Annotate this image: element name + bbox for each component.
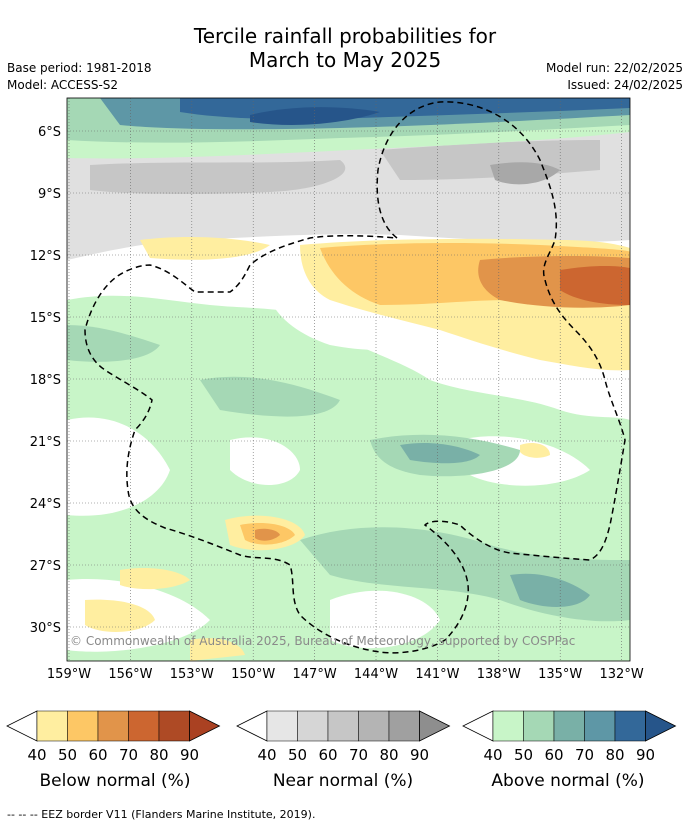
colorbar-1: 40 50 60 70 80 90 [236,710,451,764]
above-90-north [250,107,380,125]
lat-tick-label: 18°S [30,373,61,388]
colorbar-right-arrow [645,710,677,742]
colorbar-tick-label: 60 [318,746,337,764]
colorbar-segment [67,710,99,742]
colorbar-tick-label: 40 [483,746,502,764]
lon-tick-label: 132°W [600,667,644,682]
below-normal-label: Below normal (%) [39,771,191,791]
meta-left: Base period: 1981-2018 Model: ACCESS-S2 [7,60,152,94]
lat-tick-label: 12°S [30,249,61,264]
colorbar-tick-label: 70 [349,746,368,764]
near-normal-label: Near normal (%) [272,771,414,791]
colorbar-0: 40 50 60 70 80 90 [6,710,221,764]
lat-tick-label: 21°S [30,435,61,450]
white-patch-3 [330,590,440,649]
base-period: Base period: 1981-2018 [7,61,152,75]
colorbar-segment [297,710,329,742]
colorbar-segment [266,710,298,742]
colorbar-segment [614,710,646,742]
colorbars: 40 50 60 70 80 90 40 50 60 70 80 90 40 50 60 70 80 90 [6,710,677,764]
lon-tick-label: 147°W [293,667,337,682]
lon-tick-label: 141°W [415,667,459,682]
colorbar-segment [158,710,190,742]
above-normal-label: Above normal (%) [491,771,645,791]
colorbar-segment [97,710,129,742]
lon-tick-label: 153°W [170,667,214,682]
colorbar-tick-label: 60 [88,746,107,764]
eez-footnote: -- -- -- EEZ border V11 (Flanders Marine… [7,808,316,821]
lon-tick-label: 150°W [231,667,275,682]
copyright-text: © Commonwealth of Australia 2025, Bureau… [70,634,575,648]
colorbar-right-arrow [189,710,221,742]
below-70 [560,265,630,305]
colorbar-segment [553,710,585,742]
colorbar-tick-label: 90 [410,746,429,764]
below-40-south4 [190,638,245,661]
colorbar-left-arrow [6,710,38,742]
colorbar-tick-label: 60 [544,746,563,764]
eez-border [84,101,626,654]
colorbar-segment [327,710,359,742]
colorbar-tick-label: 90 [180,746,199,764]
lon-tick-label: 138°W [477,667,521,682]
colorbar-tick-label: 70 [575,746,594,764]
lon-tick-label: 159°W [47,667,91,682]
white-patch-2 [230,437,300,485]
title-line-1: Tercile rainfall probabilities for [193,24,497,48]
latitude-labels: 6°S 9°S 12°S 15°S 18°S 21°S 24°S 27°S 30°S [30,125,61,636]
colorbar-tick-label: 40 [27,746,46,764]
below-40-west [140,237,270,260]
lon-tick-label: 135°W [538,667,582,682]
above-50-central [200,376,340,417]
lat-tick-label: 30°S [30,621,61,636]
chart-title: Tercile rainfall probabilities for March… [0,24,690,72]
lat-tick-label: 27°S [30,559,61,574]
colorbar-left-arrow [236,710,268,742]
colorbar-tick-label: 90 [636,746,655,764]
colorbar-segment [492,710,524,742]
colorbar-segment [36,710,68,742]
lat-tick-label: 6°S [38,125,61,140]
above-70-band [400,443,480,464]
colorbar-tick-label: 50 [288,746,307,764]
lat-tick-label: 24°S [30,497,61,512]
title-line-2: March to May 2025 [248,48,442,72]
longitude-labels: 159°W 156°W 153°W 150°W 147°W 144°W 141°W 138°W… [47,667,644,682]
colorbar-tick-label: 80 [149,746,168,764]
below-40-south3 [85,599,155,632]
meta-right: Model run: 22/02/2025 Issued: 24/02/2025 [546,60,683,94]
issued-date: Issued: 24/02/2025 [567,78,683,92]
above-70-south [510,573,590,607]
near-50-patches [90,160,346,195]
colorbar-2: 40 50 60 70 80 90 [462,710,677,764]
below-70-south1 [255,528,280,541]
colorbar-tick-label: 80 [605,746,624,764]
colorbar-segment [358,710,390,742]
colorbar-tick-label: 50 [514,746,533,764]
map-area [67,98,630,661]
colorbar-left-arrow [462,710,494,742]
model-name: Model: ACCESS-S2 [7,78,119,92]
lon-tick-label: 156°W [108,667,152,682]
colorbar-tick-label: 40 [257,746,276,764]
colorbar-segment [584,710,616,742]
colorbar-segment [523,710,555,742]
below-40-south2 [120,568,190,590]
model-run: Model run: 22/02/2025 [545,61,683,75]
lat-tick-label: 9°S [38,187,61,202]
white-patch-6 [270,300,440,350]
map-frame [66,97,631,662]
colorbar-tick-label: 70 [119,746,138,764]
lon-tick-label: 144°W [354,667,398,682]
below-40-east [520,443,550,458]
colorbar-segment [388,710,420,742]
lat-tick-label: 15°S [30,311,61,326]
grid-lines [67,98,630,661]
colorbar-right-arrow [419,710,451,742]
colorbar-tick-label: 50 [58,746,77,764]
white-patch-1 [67,417,170,516]
colorbar-tick-label: 80 [379,746,398,764]
colorbar-segment [128,710,160,742]
